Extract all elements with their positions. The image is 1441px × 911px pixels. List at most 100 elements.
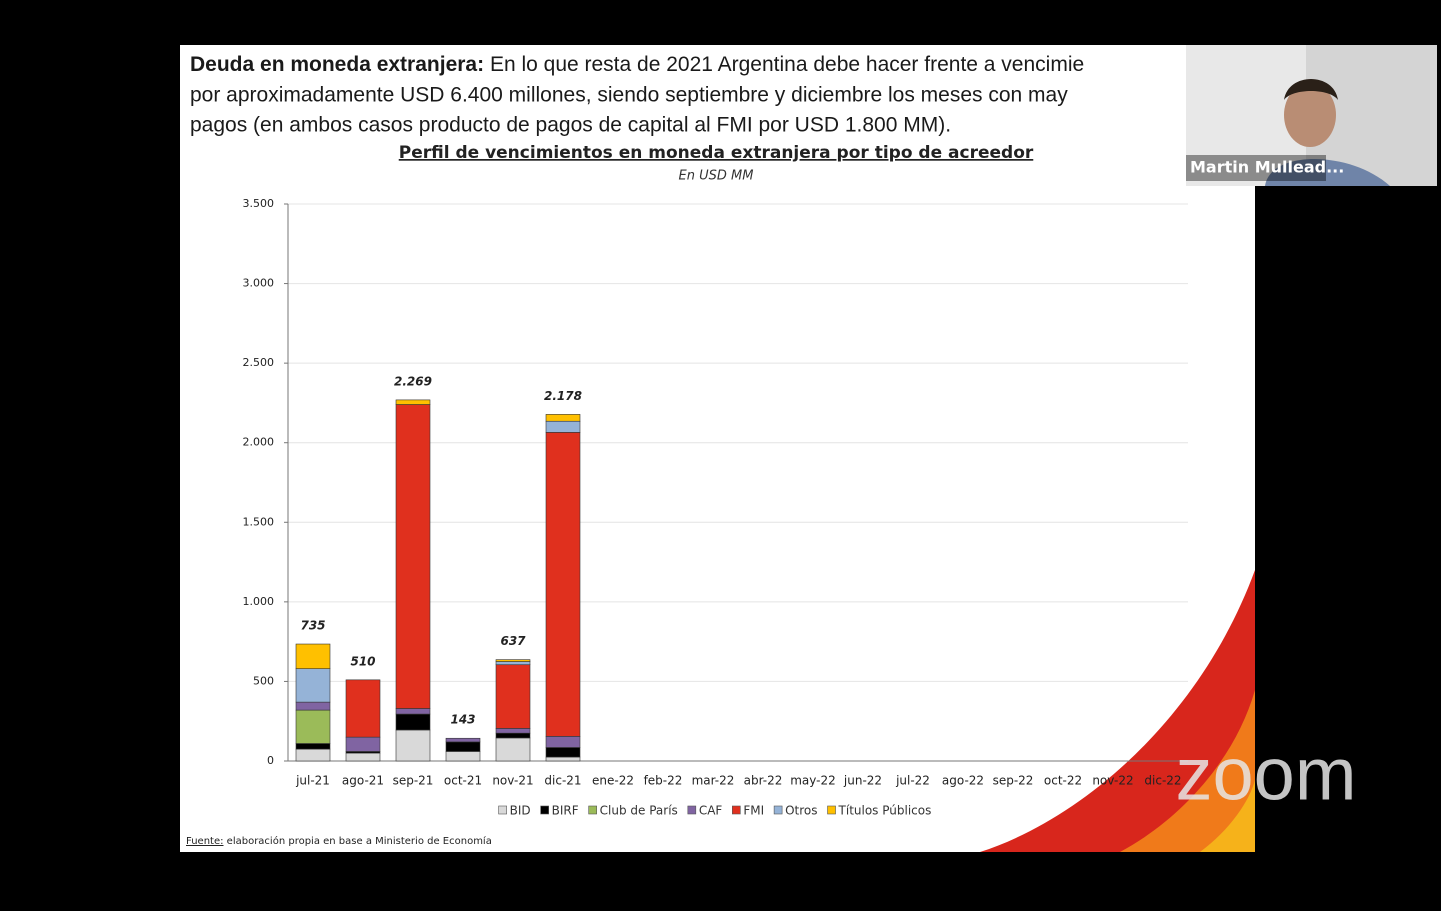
x-tick-label: feb-22 xyxy=(644,774,683,788)
y-tick-label: 3.000 xyxy=(243,277,275,290)
legend-swatch xyxy=(588,805,597,815)
x-tick-label: dic-22 xyxy=(1144,774,1181,788)
legend-label: FMI xyxy=(743,804,764,818)
legend-item: Títulos Públicos xyxy=(827,804,932,818)
x-tick-label: ene-22 xyxy=(592,774,634,788)
bar-segment xyxy=(495,661,531,666)
legend-swatch xyxy=(498,805,507,815)
video-person xyxy=(1284,79,1338,100)
legend-swatch xyxy=(732,805,741,815)
source-label: Fuente: xyxy=(186,836,223,847)
total-label: 637 xyxy=(500,634,526,648)
x-tick-label: ago-22 xyxy=(942,774,984,788)
bar-segment xyxy=(545,432,581,737)
slide-line: por aproximadamente USD 6.400 millones, … xyxy=(190,84,1068,107)
legend-item: FMI xyxy=(732,804,764,818)
legend-label: BID xyxy=(510,804,531,818)
legend-item: Club de París xyxy=(588,804,678,818)
plot: 0 500 1.000 1.500 2.000 2.500 3.000 3.500 jul-21… xyxy=(243,197,1188,818)
bar-segment xyxy=(545,736,581,748)
source-text: elaboración propia en base a Ministerio … xyxy=(227,835,492,847)
total-label: 735 xyxy=(300,619,325,633)
bar-segment xyxy=(495,737,531,762)
bar-segment xyxy=(445,737,481,743)
y-tick-label: 1.500 xyxy=(243,515,275,528)
legend-item: Otros xyxy=(773,804,818,818)
total-label: 2.178 xyxy=(544,389,582,403)
legend-swatch xyxy=(687,805,697,815)
x-tick-label: ago-21 xyxy=(342,774,384,788)
participant-name: Martin Mullead... xyxy=(1190,158,1344,177)
bar-segment xyxy=(545,420,581,433)
bar-segment xyxy=(295,709,331,744)
zoom-logo: zoom xyxy=(1176,733,1357,816)
y-tick-label: 2.000 xyxy=(243,436,275,449)
x-tick-label: sep-22 xyxy=(993,774,1034,788)
y-tick-label: 1.000 xyxy=(243,595,275,608)
chart-title: Perfil de vencimientos en moneda extranj… xyxy=(399,143,1034,163)
bar-segment xyxy=(345,736,381,752)
legend-swatch xyxy=(540,805,549,815)
bar-segment xyxy=(295,748,331,762)
x-tick-label: jun-22 xyxy=(843,774,882,788)
legend-item: BID xyxy=(498,804,531,818)
legend-swatch xyxy=(773,805,783,815)
slide-line: pagos (en ambos casos producto de pagos … xyxy=(190,114,951,137)
y-tick-label: 0 xyxy=(267,754,274,767)
bar-segment xyxy=(495,728,531,734)
decor-swoosh xyxy=(980,570,1255,852)
heading: Deuda en moneda extranjera: xyxy=(190,53,484,76)
x-tick-label: sep-21 xyxy=(393,774,434,788)
bar-segment xyxy=(495,664,531,729)
bar-segment xyxy=(495,732,531,739)
legend-label: BIRF xyxy=(552,804,579,818)
bar-segment xyxy=(445,741,481,752)
x-tick-label: oct-21 xyxy=(444,774,482,788)
legend-label: Títulos Públicos xyxy=(838,804,932,818)
name-badge xyxy=(1186,155,1326,181)
total-label: 2.269 xyxy=(394,374,432,388)
legend-item: BIRF xyxy=(540,804,579,818)
y-tick-label: 2.500 xyxy=(243,356,275,369)
legend-label: CAF xyxy=(699,804,723,818)
x-tick-label: jul-22 xyxy=(895,774,930,788)
legend-swatch xyxy=(827,805,836,815)
bar-segment xyxy=(395,399,431,405)
bar-segment xyxy=(295,643,331,669)
x-tick-label: oct-22 xyxy=(1044,774,1082,788)
bar-segment xyxy=(545,747,581,758)
x-tick-label: dic-21 xyxy=(544,774,581,788)
bar-segment xyxy=(545,756,581,762)
bar-segment xyxy=(345,679,381,738)
chart-subtitle: En USD MM xyxy=(679,169,754,184)
source: Fuente: elaboración propia en base a Min… xyxy=(186,835,492,847)
video-person xyxy=(1265,159,1390,186)
x-tick-label: nov-21 xyxy=(492,774,533,788)
bar-segment xyxy=(545,414,581,422)
decor-swoosh xyxy=(1200,780,1255,852)
bar-segment xyxy=(295,701,331,711)
bar-segment xyxy=(345,752,381,762)
y-tick-label: 500 xyxy=(253,674,274,687)
legend-item: CAF xyxy=(687,804,723,818)
bar-segment xyxy=(395,729,431,762)
bar-segment xyxy=(295,743,331,750)
x-tick-label: jul-21 xyxy=(295,774,330,788)
x-tick-label: may-22 xyxy=(790,774,836,788)
bar-segment xyxy=(395,713,431,731)
bar-segment xyxy=(495,659,531,662)
x-tick-label: nov-22 xyxy=(1092,774,1133,788)
slide-line: Deuda en moneda extranjera: En lo que re… xyxy=(190,53,1084,76)
bar-segment xyxy=(395,708,431,715)
legend-label: Club de París xyxy=(600,804,678,818)
x-tick-label: mar-22 xyxy=(692,774,735,788)
bar-segment xyxy=(395,404,431,709)
total-label: 510 xyxy=(350,654,375,668)
total-label: 143 xyxy=(450,713,475,727)
y-tick-label: 3.500 xyxy=(243,197,275,210)
slide-text: En lo que resta de 2021 Argentina debe h… xyxy=(490,53,1084,76)
x-tick-label: abr-22 xyxy=(744,774,783,788)
legend-label: Otros xyxy=(785,804,817,818)
